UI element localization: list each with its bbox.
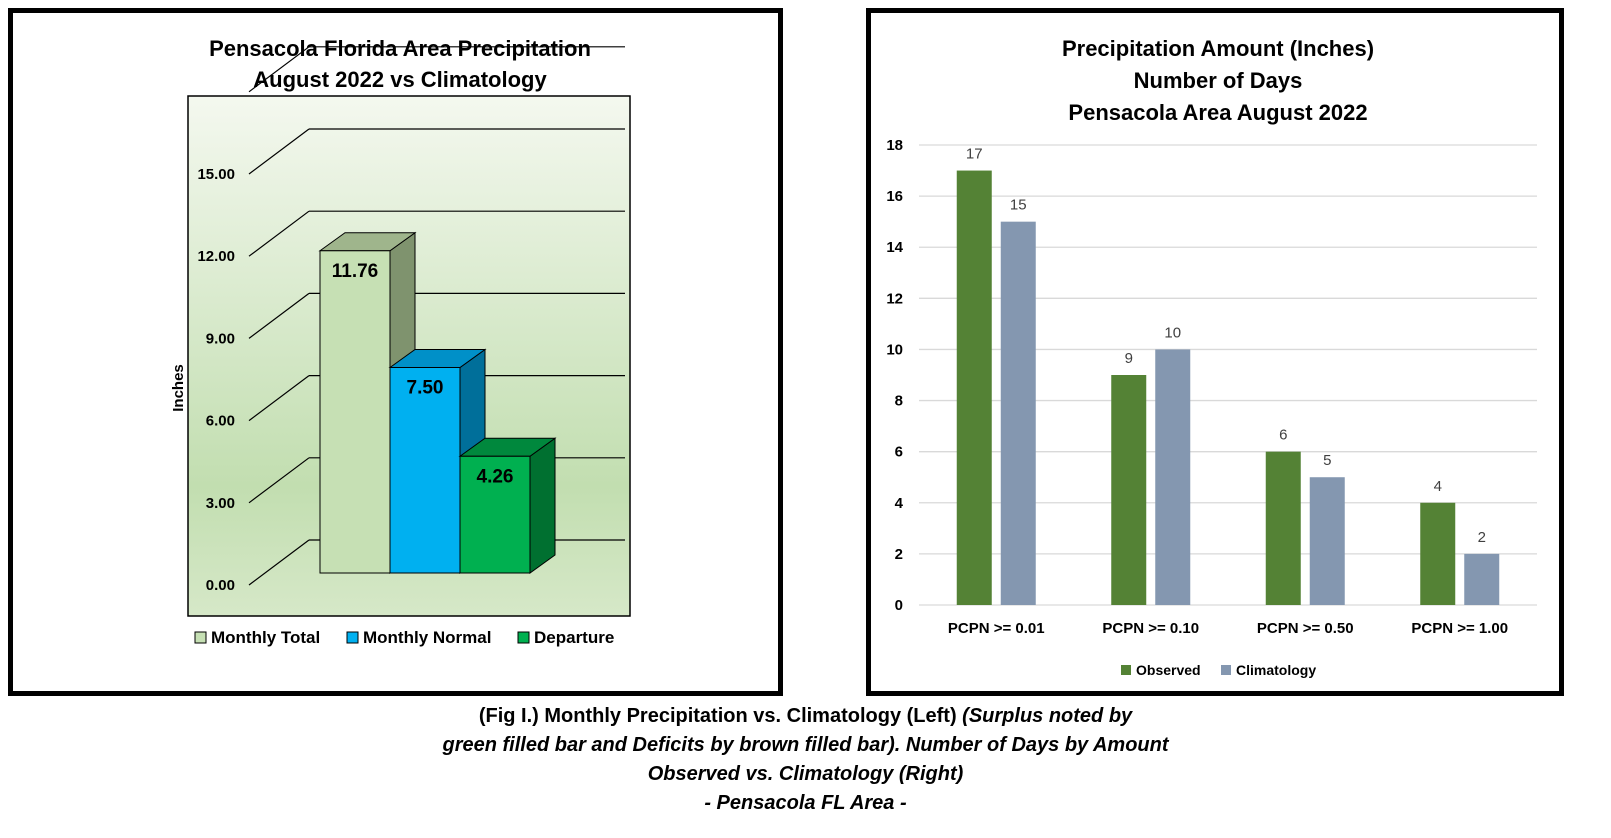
bar-data-label: 6: [1279, 427, 1287, 444]
y-tick-label: 16: [886, 188, 903, 205]
x-category-label: PCPN >= 0.50: [1257, 620, 1354, 637]
chart-title-line-1: Pensacola Florida Area Precipitation: [209, 36, 591, 61]
y-tick-label: 12.00: [197, 248, 235, 265]
legend-label: Observed: [1136, 662, 1201, 678]
x-category-label: PCPN >= 0.01: [948, 620, 1045, 637]
y-tick-label: 0: [895, 597, 903, 614]
bar-data-label: 17: [966, 146, 983, 163]
caption-line-1-regular: (Fig I.) Monthly Precipitation vs. Clima…: [478, 705, 963, 727]
bar-climatology: [1000, 221, 1036, 605]
bar-data-label: 4.26: [477, 466, 514, 487]
y-axis-label: Inches: [170, 364, 187, 412]
x-category-label: PCPN >= 0.10: [1102, 620, 1199, 637]
legend-label: Monthly Normal: [363, 628, 491, 647]
y-tick-label: 14: [886, 239, 903, 256]
y-tick-label: 10: [886, 341, 903, 358]
y-tick-label: 2: [895, 546, 903, 563]
bar-monthly-total: [319, 250, 391, 574]
bar-observed: [1420, 502, 1456, 605]
caption-line-4: - Pensacola FL Area -: [704, 792, 907, 814]
y-tick-label: 4: [895, 495, 904, 512]
precipitation-3d-bar-chart: Pensacola Florida Area Precipitation Aug…: [170, 36, 631, 647]
gridline-diagonal: [248, 128, 310, 175]
bar-observed: [956, 170, 992, 606]
bar-climatology: [1155, 349, 1191, 605]
gridline-diagonal: [248, 210, 310, 257]
bar-data-label: 4: [1434, 478, 1442, 495]
gridline-diagonal: [248, 457, 310, 504]
bar-data-label: 10: [1164, 324, 1181, 341]
legend-swatch: [1221, 665, 1231, 675]
bar-climatology: [1464, 553, 1500, 605]
figure-caption: (Fig I.) Monthly Precipitation vs. Clima…: [0, 702, 1611, 818]
caption-line-3: Observed vs. Climatology (Right): [647, 763, 964, 785]
y-tick-label: 0.00: [206, 577, 235, 594]
y-tick-label: 8: [895, 393, 903, 410]
legend-swatch: [1121, 665, 1131, 675]
gridline-diagonal: [248, 292, 310, 339]
y-tick-label: 6: [895, 444, 903, 461]
chart-title-line-3: Pensacola Area August 2022: [1068, 100, 1367, 125]
bar-data-label: 2: [1478, 529, 1486, 546]
y-tick-label: 6.00: [206, 413, 235, 430]
x-category-label: PCPN >= 1.00: [1411, 620, 1508, 637]
y-tick-label: 3.00: [206, 495, 235, 512]
chart-title-line-2: August 2022 vs Climatology: [253, 67, 547, 92]
days-count-bar-chart: Precipitation Amount (Inches) Number of …: [886, 36, 1537, 678]
caption-line-2: green filled bar and Deficits by brown f…: [442, 734, 1169, 756]
y-tick-label: 9.00: [206, 330, 235, 347]
bar-observed: [1265, 451, 1301, 605]
bar-departure: [459, 455, 531, 574]
chart-title-line-2: Number of Days: [1134, 68, 1303, 93]
y-tick-label: 18: [886, 137, 903, 154]
gridline-diagonal: [248, 539, 310, 586]
legend-swatch: [346, 631, 359, 644]
y-tick-label: 15.00: [197, 166, 235, 183]
bar-data-label: 9: [1125, 350, 1133, 367]
right-chart-panel: Precipitation Amount (Inches) Number of …: [866, 8, 1564, 696]
gridline-diagonal: [248, 375, 310, 422]
legend-label: Climatology: [1236, 662, 1316, 678]
y-tick-label: 12: [886, 290, 903, 307]
bar-observed: [1111, 375, 1147, 605]
legend-label: Departure: [534, 628, 614, 647]
legend-swatch: [517, 631, 530, 644]
bar-side: [529, 437, 556, 574]
legend-swatch: [194, 631, 207, 644]
bar-climatology: [1309, 477, 1345, 605]
bar-data-label: 5: [1323, 452, 1331, 469]
bar-data-label: 15: [1010, 197, 1027, 214]
caption-line-1: (Fig I.) Monthly Precipitation vs. Clima…: [0, 702, 1611, 731]
caption-line-1-italic: (Surplus noted by: [962, 705, 1133, 727]
bar-data-label: 11.76: [332, 261, 379, 282]
gridline-diagonal: [248, 46, 310, 93]
legend-label: Monthly Total: [211, 628, 320, 647]
bar-monthly-normal: [389, 367, 461, 574]
chart-title-line-1: Precipitation Amount (Inches): [1062, 36, 1374, 61]
left-chart-panel: Pensacola Florida Area Precipitation Aug…: [8, 8, 783, 696]
bar-data-label: 7.50: [407, 378, 444, 399]
